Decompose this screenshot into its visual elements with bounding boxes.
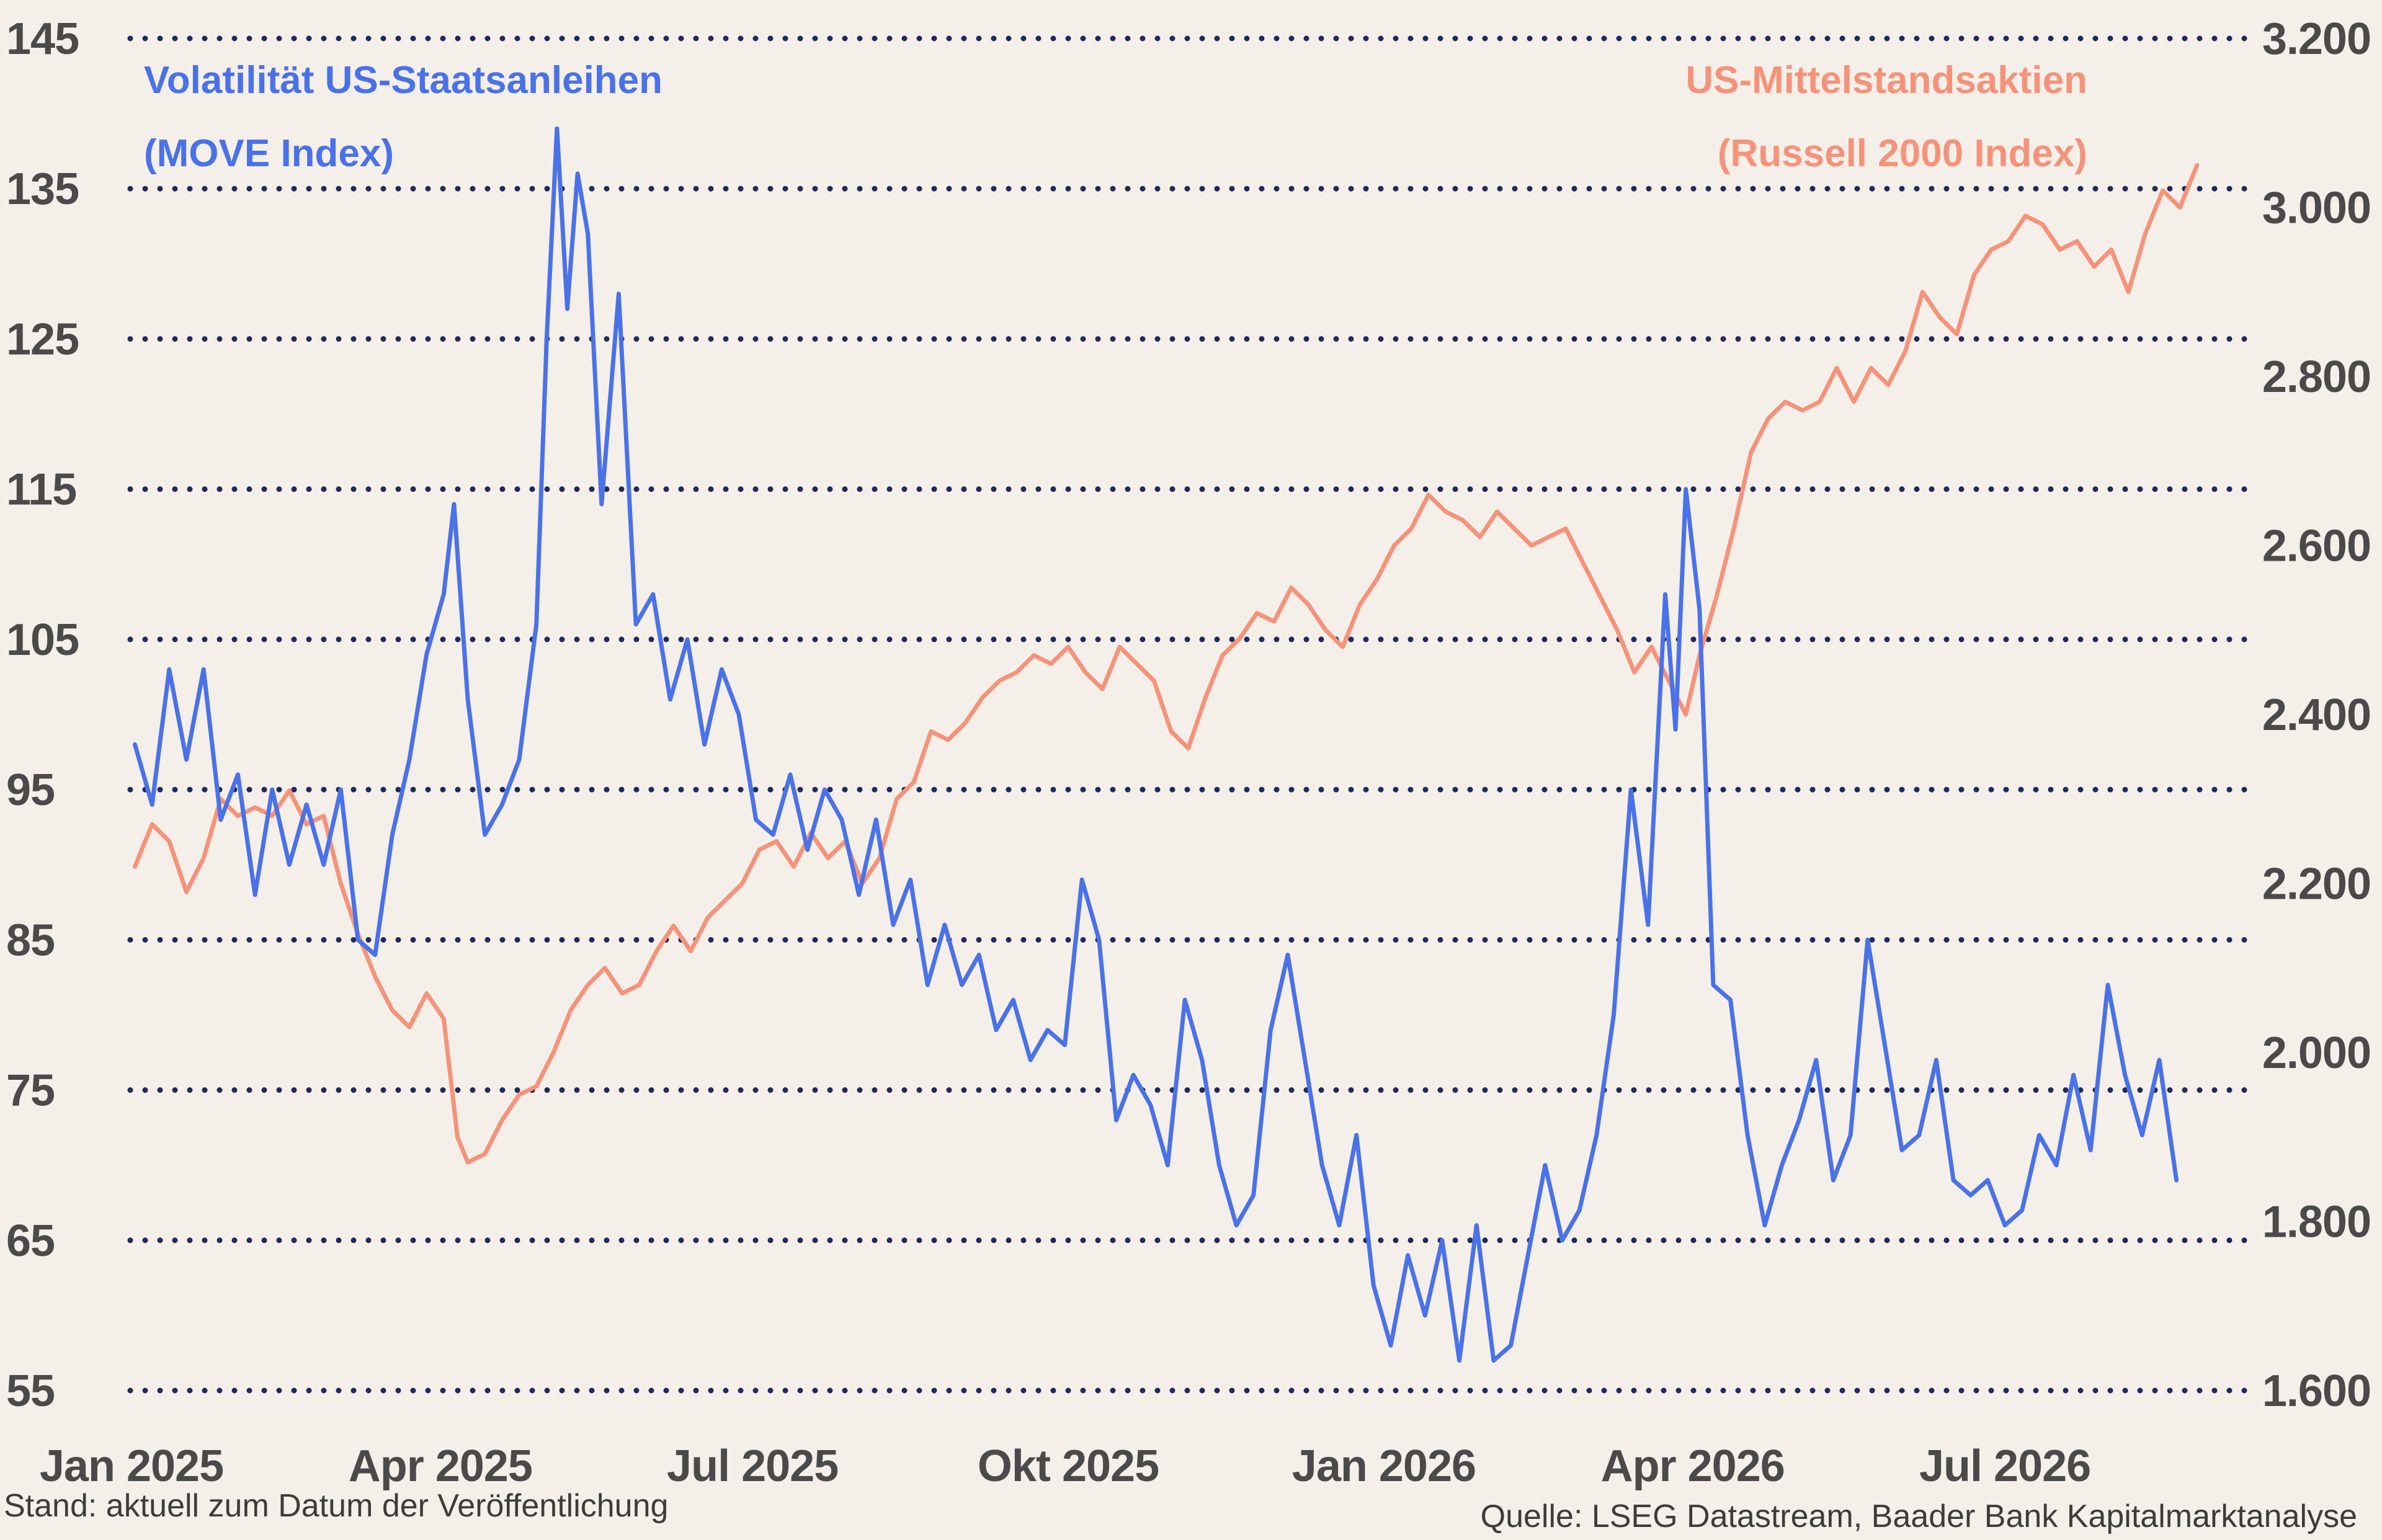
right-tick-label: 2.000 — [2262, 1028, 2371, 1078]
left-tick-label: 55 — [6, 1366, 55, 1416]
move-index-line — [133, 126, 2179, 1363]
left-series-title-line1: Volatilität US-Staatsanleihen — [144, 59, 662, 102]
right-tick-label: 2.200 — [2262, 860, 2371, 909]
x-tick-label: Okt 2025 — [978, 1441, 1159, 1491]
left-tick-label: 125 — [6, 314, 79, 364]
left-tick-label: 65 — [6, 1216, 55, 1266]
right-tick-label: 1.600 — [2262, 1366, 2371, 1416]
left-tick-label: 75 — [6, 1066, 55, 1116]
right-tick-label: 2.600 — [2262, 522, 2371, 571]
gridlines — [127, 35, 2249, 1394]
left-axis-ticks: 145 135 125 115 105 95 85 75 65 55 — [6, 14, 79, 1416]
footer-source: Quelle: LSEG Datastream, Baader Bank Kap… — [1481, 1498, 2357, 1534]
left-tick-label: 105 — [6, 615, 79, 665]
right-tick-label: 2.400 — [2262, 690, 2371, 740]
x-tick-label: Jan 2025 — [40, 1441, 223, 1491]
right-tick-label: 2.800 — [2262, 352, 2371, 402]
left-tick-label: 95 — [6, 765, 55, 815]
series-lines — [133, 126, 2200, 1363]
x-tick-label: Apr 2026 — [1601, 1441, 1785, 1491]
left-tick-label: 135 — [6, 164, 79, 214]
left-tick-label: 115 — [6, 465, 76, 515]
right-axis-ticks: 3.200 3.000 2.800 2.600 2.400 2.200 2.000 1.800… — [2262, 14, 2371, 1416]
left-series-title-line2: (MOVE Index) — [144, 132, 394, 175]
x-tick-label: Jul 2025 — [667, 1441, 838, 1491]
left-tick-label: 85 — [6, 915, 55, 965]
russell-2000-line — [133, 162, 2200, 1165]
x-tick-label: Jan 2026 — [1292, 1441, 1476, 1491]
right-tick-label: 3.200 — [2262, 14, 2371, 64]
right-series-title-line1: US-Mittelstandsaktien — [1685, 59, 2087, 102]
x-axis-ticks: Jan 2025 Apr 2025 Jul 2025 Okt 2025 Jan 2026… — [40, 1441, 2091, 1491]
left-tick-label: 145 — [6, 14, 79, 64]
x-tick-label: Jul 2026 — [1919, 1441, 2090, 1491]
x-tick-label: Apr 2025 — [349, 1441, 532, 1491]
right-tick-label: 3.000 — [2262, 184, 2371, 233]
footer-stand: Stand: aktuell zum Datum der Veröffentli… — [4, 1488, 668, 1524]
right-series-title-line2: (Russell 2000 Index) — [1718, 132, 2087, 175]
right-tick-label: 1.800 — [2262, 1198, 2371, 1247]
